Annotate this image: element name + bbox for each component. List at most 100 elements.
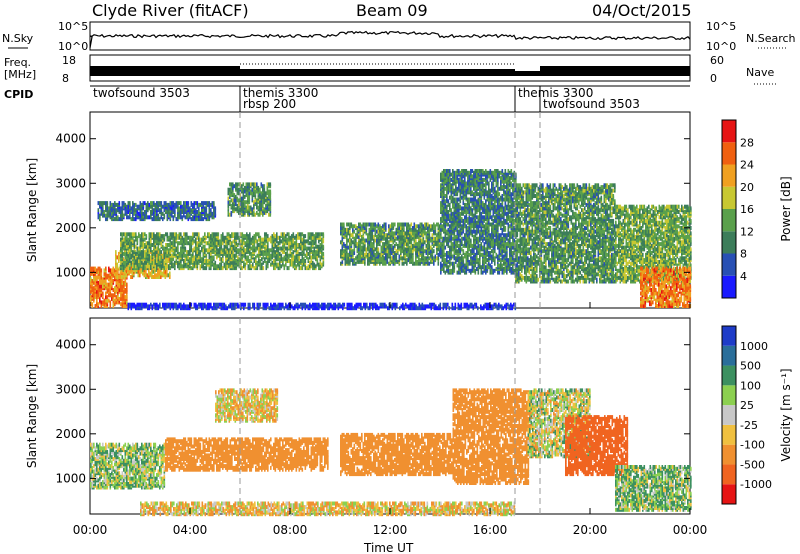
- cell-0-2: [254, 248, 256, 252]
- cell-0-4: [113, 203, 115, 207]
- cell-0-2: [122, 266, 124, 270]
- cell-0-2: [300, 232, 302, 236]
- cell-0-4: [104, 210, 106, 214]
- cell-0-6: [452, 242, 454, 246]
- cell-0-0: [110, 276, 112, 280]
- cell-0-2: [306, 239, 308, 243]
- cell-0-6: [461, 212, 463, 216]
- cell-0-6: [461, 169, 463, 173]
- cell-0-3: [241, 207, 243, 211]
- cell-0-2: [126, 255, 128, 259]
- cell-0-6: [451, 208, 453, 212]
- cell-0-2: [258, 259, 260, 263]
- cell-0-6: [463, 169, 465, 173]
- cell-0-6: [443, 269, 445, 273]
- cell-0-6: [470, 269, 472, 273]
- cell-0-2: [191, 241, 193, 245]
- cell-0-2: [242, 250, 244, 254]
- cell-0-2: [180, 254, 182, 258]
- cell-0-2: [309, 264, 311, 268]
- cell-0-5: [367, 253, 369, 257]
- cell-0-5: [375, 253, 377, 257]
- cell-0-2: [305, 254, 307, 258]
- cell-0-2: [126, 252, 128, 256]
- cell-0-2: [284, 255, 286, 259]
- cell-0-0: [126, 300, 128, 304]
- cell-0-5: [427, 251, 429, 255]
- cell-0-6: [454, 171, 456, 175]
- cell-0-5: [429, 224, 431, 228]
- cell-0-2: [267, 261, 269, 265]
- cell-0-2: [200, 254, 202, 258]
- cell-0-2: [200, 241, 202, 245]
- cell-0-2: [189, 248, 191, 252]
- cell-0-2: [201, 238, 203, 242]
- cell-0-4: [186, 201, 188, 205]
- cell-0-5: [360, 223, 362, 227]
- cell-0-5: [354, 247, 356, 251]
- cell-0-2: [248, 234, 250, 238]
- freq-segment-1: [240, 69, 515, 76]
- cell-0-2: [251, 238, 253, 242]
- cell-0-2: [269, 248, 271, 252]
- cell-0-2: [204, 232, 206, 236]
- cell-0-2: [249, 232, 251, 236]
- cell-0-2: [245, 266, 247, 270]
- cell-0-4: [200, 212, 202, 216]
- cell-0-6: [451, 237, 453, 241]
- cell-0-2: [120, 238, 122, 242]
- cell-0-6: [449, 206, 451, 210]
- cell-0-2: [185, 254, 187, 258]
- cell-0-2: [257, 239, 259, 243]
- cell-0-3: [253, 211, 255, 215]
- cell-0-5: [429, 256, 431, 260]
- nave-tick-top: 60: [710, 54, 724, 67]
- cell-0-6: [455, 235, 457, 239]
- cell-0-5: [346, 228, 348, 232]
- cell-0-4: [207, 201, 209, 205]
- cell-0-2: [126, 263, 128, 267]
- cell-0-6: [470, 190, 472, 194]
- cell-0-2: [129, 266, 131, 270]
- cell-0-4: [134, 217, 136, 221]
- cell-0-5: [406, 235, 408, 239]
- cell-0-5: [349, 244, 351, 248]
- cell-0-4: [177, 214, 179, 218]
- cell-0-2: [185, 259, 187, 263]
- cell-0-2: [200, 238, 202, 242]
- cell-0-2: [281, 264, 283, 268]
- cell-0-5: [388, 253, 390, 257]
- cell-0-4: [171, 201, 173, 205]
- cell-0-6: [472, 174, 474, 178]
- cell-0-2: [210, 234, 212, 238]
- cell-0-6: [448, 187, 450, 191]
- cell-0-2: [291, 247, 293, 251]
- cell-0-2: [203, 264, 205, 268]
- cell-0-6: [473, 230, 475, 234]
- cell-0-2: [159, 241, 161, 245]
- cell-0-6: [451, 262, 453, 266]
- cell-0-3: [253, 188, 255, 192]
- cell-0-4: [191, 217, 193, 221]
- cell-0-2: [302, 255, 304, 259]
- cell-0-2: [281, 239, 283, 243]
- cell-0-5: [366, 231, 368, 235]
- cell-0-3: [264, 197, 266, 201]
- cell-0-2: [209, 232, 211, 236]
- cell-0-6: [440, 183, 442, 187]
- cell-0-6: [458, 253, 460, 257]
- cell-0-6: [454, 240, 456, 244]
- cell-0-5: [390, 244, 392, 248]
- cell-0-5: [348, 253, 350, 257]
- cell-0-5: [376, 253, 378, 257]
- cell-0-2: [318, 245, 320, 249]
- cell-0-5: [438, 256, 440, 260]
- cell-0-4: [198, 206, 200, 210]
- cell-0-5: [357, 242, 359, 246]
- cell-0-6: [469, 231, 471, 235]
- cell-0-5: [393, 223, 395, 227]
- cell-0-2: [212, 250, 214, 254]
- cell-0-6: [448, 233, 450, 237]
- cell-0-0: [95, 277, 97, 281]
- cell-0-3: [249, 206, 251, 210]
